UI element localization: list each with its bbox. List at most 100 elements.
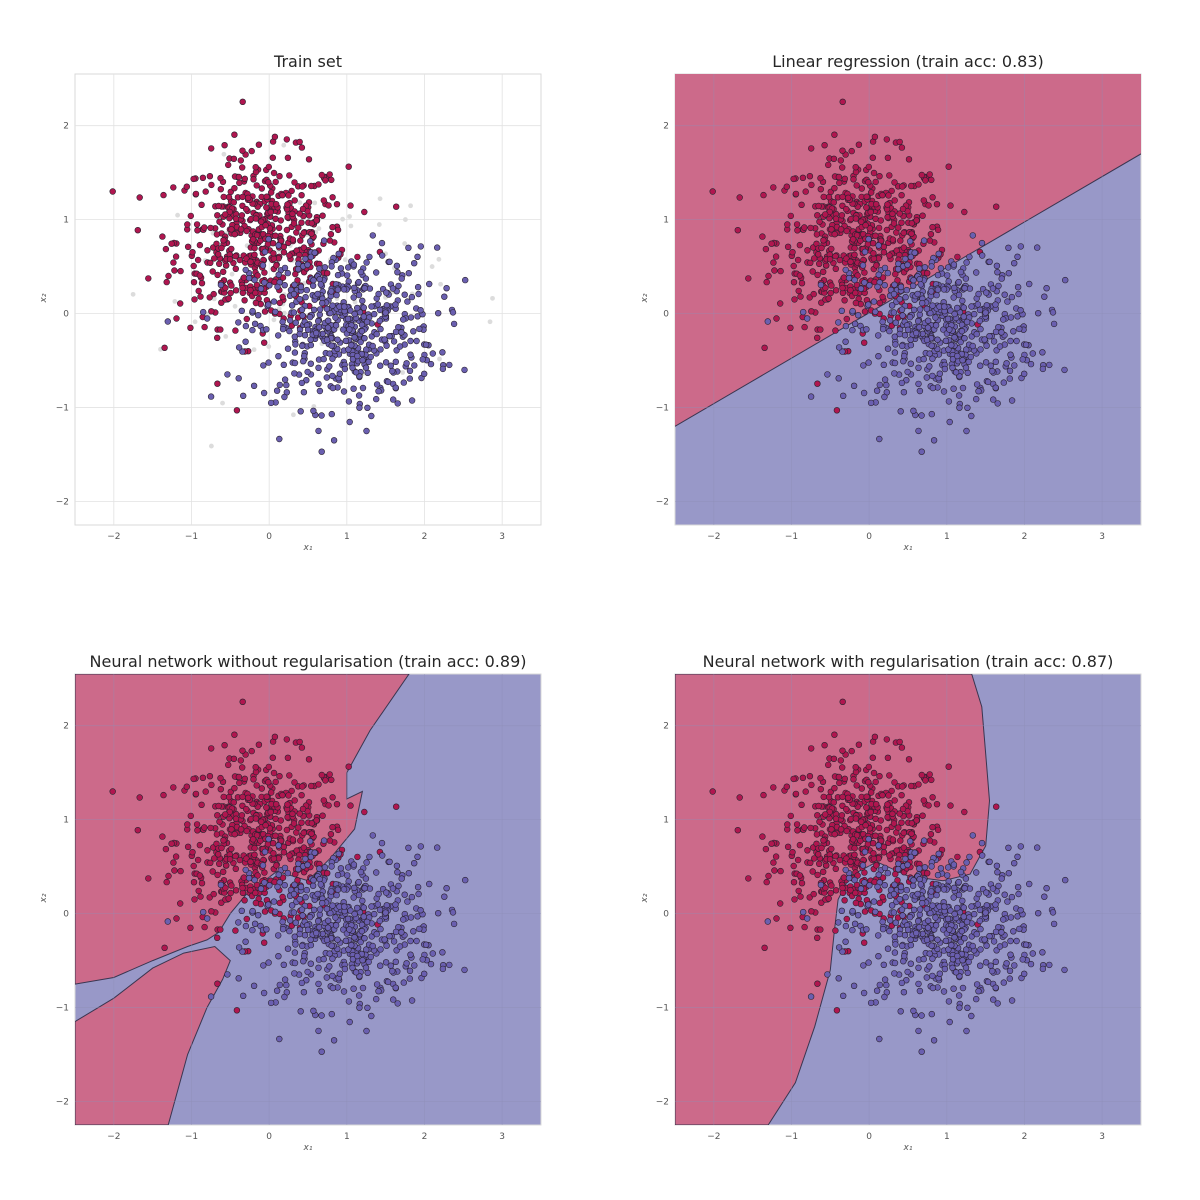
point-class-1	[328, 263, 335, 270]
point-class-0	[222, 811, 229, 818]
point-class-1	[360, 913, 367, 920]
point-class-1	[395, 882, 402, 890]
point-class-1	[872, 308, 879, 315]
point-class-1	[386, 258, 393, 265]
point-class-0	[299, 183, 306, 190]
point-class-0	[226, 256, 234, 263]
point-class-0	[841, 775, 848, 782]
faint-point	[175, 212, 180, 218]
point-class-1	[313, 329, 320, 337]
point-class-1	[408, 997, 416, 1004]
point-class-1	[978, 839, 986, 847]
point-class-0	[816, 218, 823, 225]
point-class-1	[1010, 328, 1017, 335]
point-class-1	[417, 906, 424, 914]
point-class-0	[294, 277, 301, 284]
point-class-1	[281, 264, 289, 272]
point-class-1	[941, 903, 948, 910]
point-class-1	[963, 1027, 970, 1035]
faint-point	[340, 216, 346, 222]
point-class-1	[896, 895, 903, 903]
point-class-1	[340, 388, 348, 395]
point-class-1	[352, 369, 360, 376]
point-class-0	[305, 156, 313, 163]
point-class-0	[838, 164, 846, 171]
point-class-0	[825, 895, 832, 902]
point-class-1	[275, 271, 282, 278]
point-class-0	[165, 872, 172, 880]
point-class-0	[184, 243, 192, 251]
point-class-0	[807, 145, 815, 152]
point-class-1	[304, 326, 312, 333]
y-tick-label: −1	[656, 404, 669, 414]
point-class-1	[350, 861, 358, 868]
point-class-1	[1025, 880, 1033, 888]
point-class-1	[960, 913, 967, 920]
point-class-0	[295, 224, 302, 231]
point-class-1	[307, 838, 314, 845]
point-class-0	[828, 226, 835, 233]
point-class-0	[241, 775, 249, 782]
point-class-0	[109, 788, 116, 795]
point-class-1	[976, 962, 984, 969]
point-class-0	[286, 852, 293, 859]
point-class-1	[360, 904, 367, 911]
point-class-1	[310, 1007, 317, 1014]
x-tick-label: 2	[422, 1132, 428, 1142]
point-class-1	[879, 925, 887, 933]
point-class-0	[928, 176, 935, 184]
point-class-0	[210, 890, 217, 898]
point-class-0	[361, 208, 368, 216]
point-class-1	[946, 418, 953, 426]
point-class-0	[160, 191, 167, 199]
point-class-1	[880, 961, 887, 968]
point-class-0	[898, 192, 905, 199]
point-class-1	[291, 349, 299, 356]
point-class-1	[1005, 270, 1012, 277]
point-class-0	[832, 852, 839, 860]
point-class-0	[892, 270, 899, 278]
point-class-0	[810, 255, 818, 262]
x-axis-label: x₁	[303, 543, 313, 553]
point-class-0	[838, 212, 846, 219]
point-class-0	[326, 237, 334, 244]
point-class-0	[261, 939, 268, 946]
point-class-1	[377, 346, 384, 353]
point-class-1	[879, 325, 887, 333]
point-class-0	[824, 161, 832, 169]
point-class-1	[935, 250, 942, 258]
point-class-1	[284, 269, 291, 277]
point-class-0	[168, 840, 175, 847]
point-class-1	[434, 244, 441, 251]
point-class-1	[410, 928, 417, 935]
point-class-1	[239, 348, 246, 355]
point-class-1	[1022, 941, 1030, 948]
point-class-1	[275, 353, 282, 360]
point-class-1	[316, 987, 324, 995]
point-class-1	[296, 895, 303, 903]
point-class-1	[406, 375, 413, 382]
point-class-1	[257, 885, 265, 892]
point-class-0	[796, 841, 804, 849]
y-tick-label: 0	[663, 310, 669, 320]
point-class-1	[462, 276, 469, 284]
point-class-1	[962, 964, 970, 971]
point-class-0	[134, 227, 142, 234]
point-class-1	[874, 932, 882, 939]
point-class-1	[328, 942, 335, 949]
point-class-1	[944, 315, 952, 323]
point-class-1	[764, 918, 771, 925]
point-class-1	[290, 909, 298, 916]
point-class-1	[270, 898, 278, 905]
point-class-1	[968, 412, 975, 420]
point-class-0	[879, 893, 886, 901]
point-class-0	[222, 884, 229, 892]
point-class-1	[238, 307, 246, 314]
point-class-0	[891, 797, 898, 804]
point-class-1	[200, 308, 207, 316]
point-class-1	[310, 277, 317, 284]
point-class-0	[875, 824, 883, 832]
point-class-0	[291, 197, 298, 204]
point-class-1	[963, 427, 970, 435]
point-class-1	[961, 335, 968, 342]
